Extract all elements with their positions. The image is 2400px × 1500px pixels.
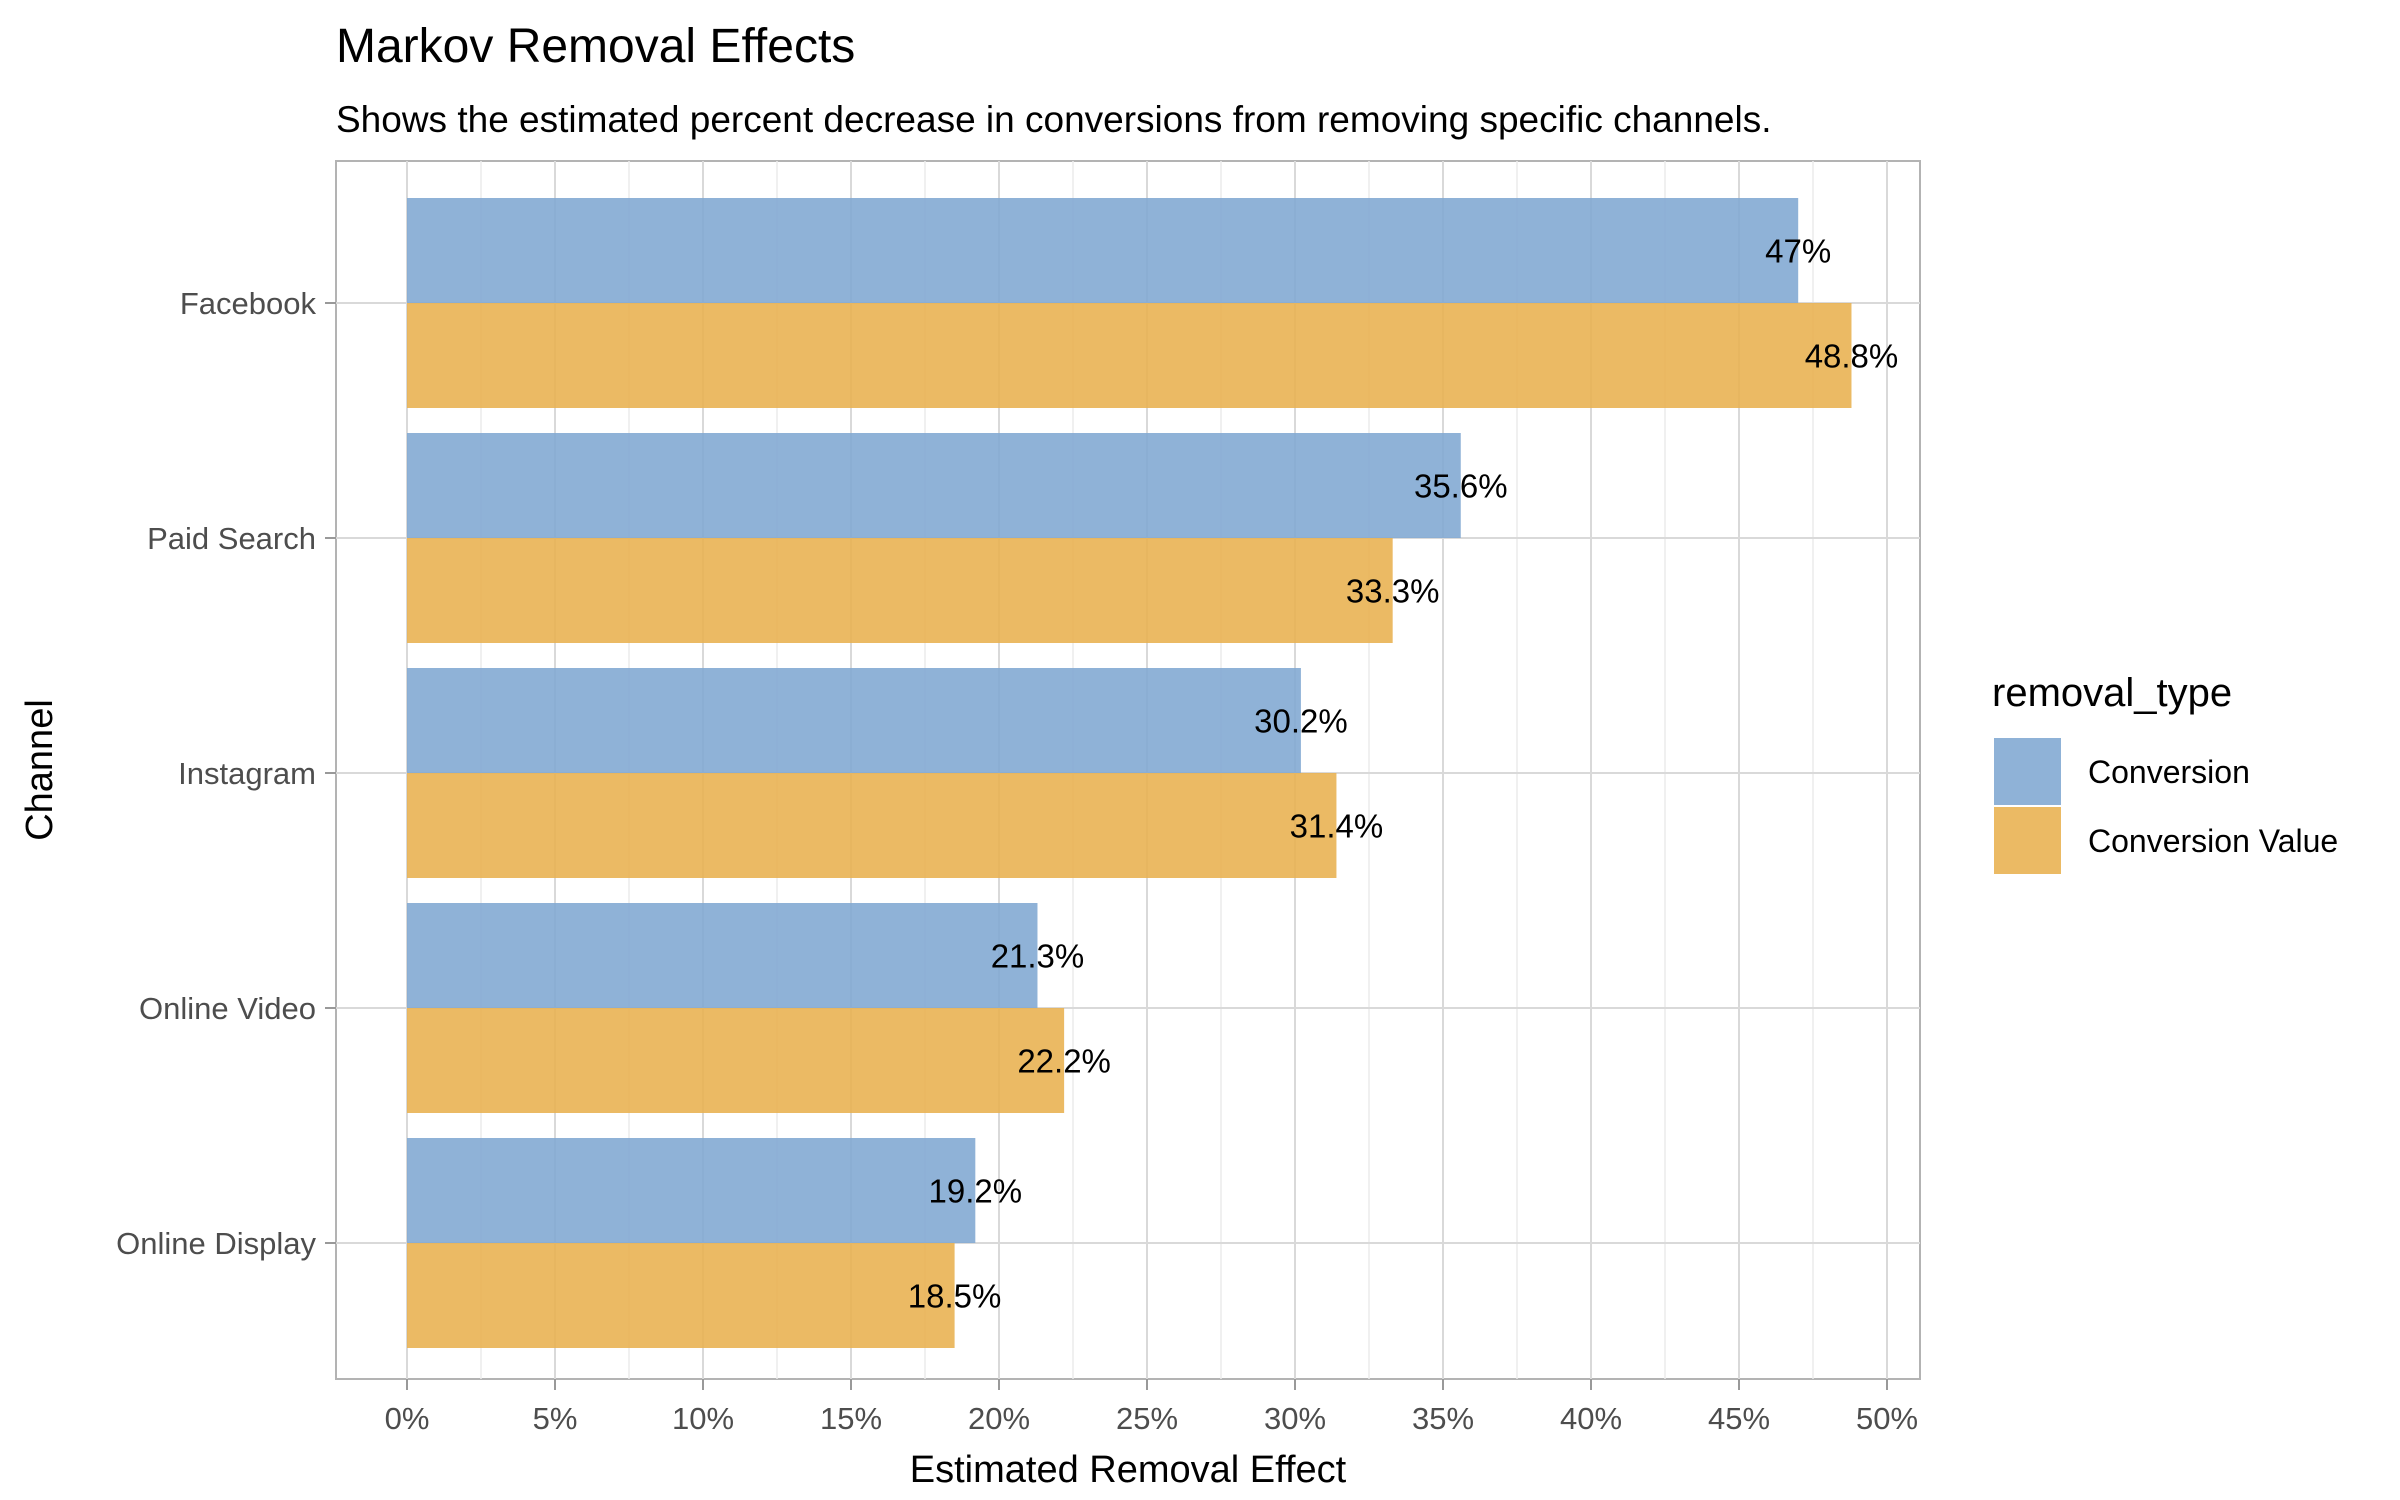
data-labels: 47% 48.8% 35.6% 33.3% 30.2% 31.4% 21.3% 22.2% 19… xyxy=(908,233,1898,1315)
data-label: 19.2% xyxy=(929,1173,1023,1210)
legend-swatch xyxy=(1994,738,2061,805)
x-tick-label: 20% xyxy=(968,1401,1030,1436)
bars xyxy=(407,198,1852,1348)
data-label: 22.2% xyxy=(1017,1043,1111,1080)
bar xyxy=(407,198,1799,303)
y-tick-label: Paid Search xyxy=(147,521,316,556)
y-axis: Facebook Paid Search Instagram Online Video… xyxy=(116,286,336,1261)
x-tick-label: 30% xyxy=(1264,1401,1326,1436)
legend-swatch xyxy=(1994,807,2061,874)
legend-title: removal_type xyxy=(1992,671,2232,715)
data-label: 18.5% xyxy=(908,1278,1002,1315)
x-tick-label: 0% xyxy=(385,1401,430,1436)
bar xyxy=(407,903,1038,1008)
y-tick-label: Online Video xyxy=(139,991,316,1026)
y-axis-title: Channel xyxy=(19,699,61,841)
legend-label: Conversion xyxy=(2088,754,2250,790)
bar xyxy=(407,1243,955,1348)
y-tick-label: Facebook xyxy=(180,286,317,321)
x-tick-label: 50% xyxy=(1856,1401,1918,1436)
bar xyxy=(407,668,1301,773)
y-tick-label: Online Display xyxy=(116,1226,316,1261)
data-label: 21.3% xyxy=(991,938,1085,975)
bar xyxy=(407,538,1393,643)
data-label: 48.8% xyxy=(1805,338,1899,375)
bar xyxy=(407,303,1852,408)
data-label: 30.2% xyxy=(1254,703,1348,740)
x-axis: 0% 5% 10% 15% 20% 25% 30% 35% 40% 45% 50% xyxy=(385,1379,1918,1436)
x-tick-label: 45% xyxy=(1708,1401,1770,1436)
data-label: 47% xyxy=(1765,233,1831,270)
x-tick-label: 15% xyxy=(820,1401,882,1436)
x-axis-title: Estimated Removal Effect xyxy=(910,1449,1347,1491)
x-tick-label: 25% xyxy=(1116,1401,1178,1436)
chart-subtitle: Shows the estimated percent decrease in … xyxy=(336,99,1771,140)
x-tick-label: 5% xyxy=(533,1401,578,1436)
legend: removal_type Conversion Conversion Value xyxy=(1992,671,2338,874)
data-label: 35.6% xyxy=(1414,468,1508,505)
bar xyxy=(407,1138,976,1243)
y-tick-label: Instagram xyxy=(178,756,316,791)
bar xyxy=(407,433,1461,538)
x-tick-label: 10% xyxy=(672,1401,734,1436)
data-label: 33.3% xyxy=(1346,573,1440,610)
x-tick-label: 35% xyxy=(1412,1401,1474,1436)
chart-title: Markov Removal Effects xyxy=(336,20,855,73)
x-tick-label: 40% xyxy=(1560,1401,1622,1436)
bar xyxy=(407,1008,1065,1113)
data-label: 31.4% xyxy=(1290,808,1384,845)
legend-label: Conversion Value xyxy=(2088,823,2338,859)
bar xyxy=(407,773,1337,878)
